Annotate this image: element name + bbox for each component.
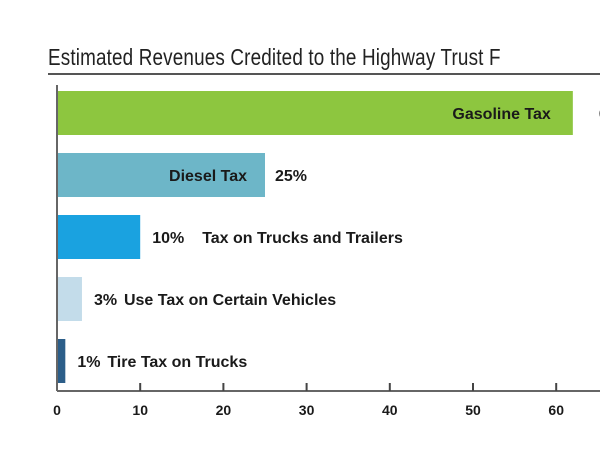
bar-value-label-0: 62% (599, 106, 600, 123)
title-underline (48, 73, 600, 75)
x-tick-label-60: 60 (548, 402, 564, 418)
x-tick-label-20: 20 (216, 402, 232, 418)
x-tick-label-50: 50 (465, 402, 481, 418)
bar-value-label-2: 10% (152, 230, 184, 247)
bar-1 (57, 153, 265, 197)
bar-category-label-0: Gasoline Tax (452, 106, 551, 123)
bar-4 (57, 339, 66, 383)
x-tick-label-10: 10 (132, 402, 148, 418)
x-tick-label-30: 30 (299, 402, 315, 418)
bar-category-label-3: Use Tax on Certain Vehicles (124, 292, 336, 309)
bar-value-label-3: 3% (94, 292, 117, 309)
bar-value-label-1: 25% (275, 168, 307, 185)
chart-title: Estimated Revenues Credited to the Highw… (48, 44, 501, 70)
bar-category-label-1: Diesel Tax (169, 168, 247, 185)
bar-3 (57, 277, 82, 321)
bar-category-label-2: Tax on Trucks and Trailers (202, 230, 403, 247)
x-tick-label-40: 40 (382, 402, 398, 418)
bar-2 (57, 215, 141, 259)
x-tick-label-0: 0 (53, 402, 61, 418)
bar-0 (57, 91, 573, 135)
bar-category-label-4: Tire Tax on Trucks (107, 354, 247, 371)
bar-value-label-4: 1% (77, 354, 100, 371)
